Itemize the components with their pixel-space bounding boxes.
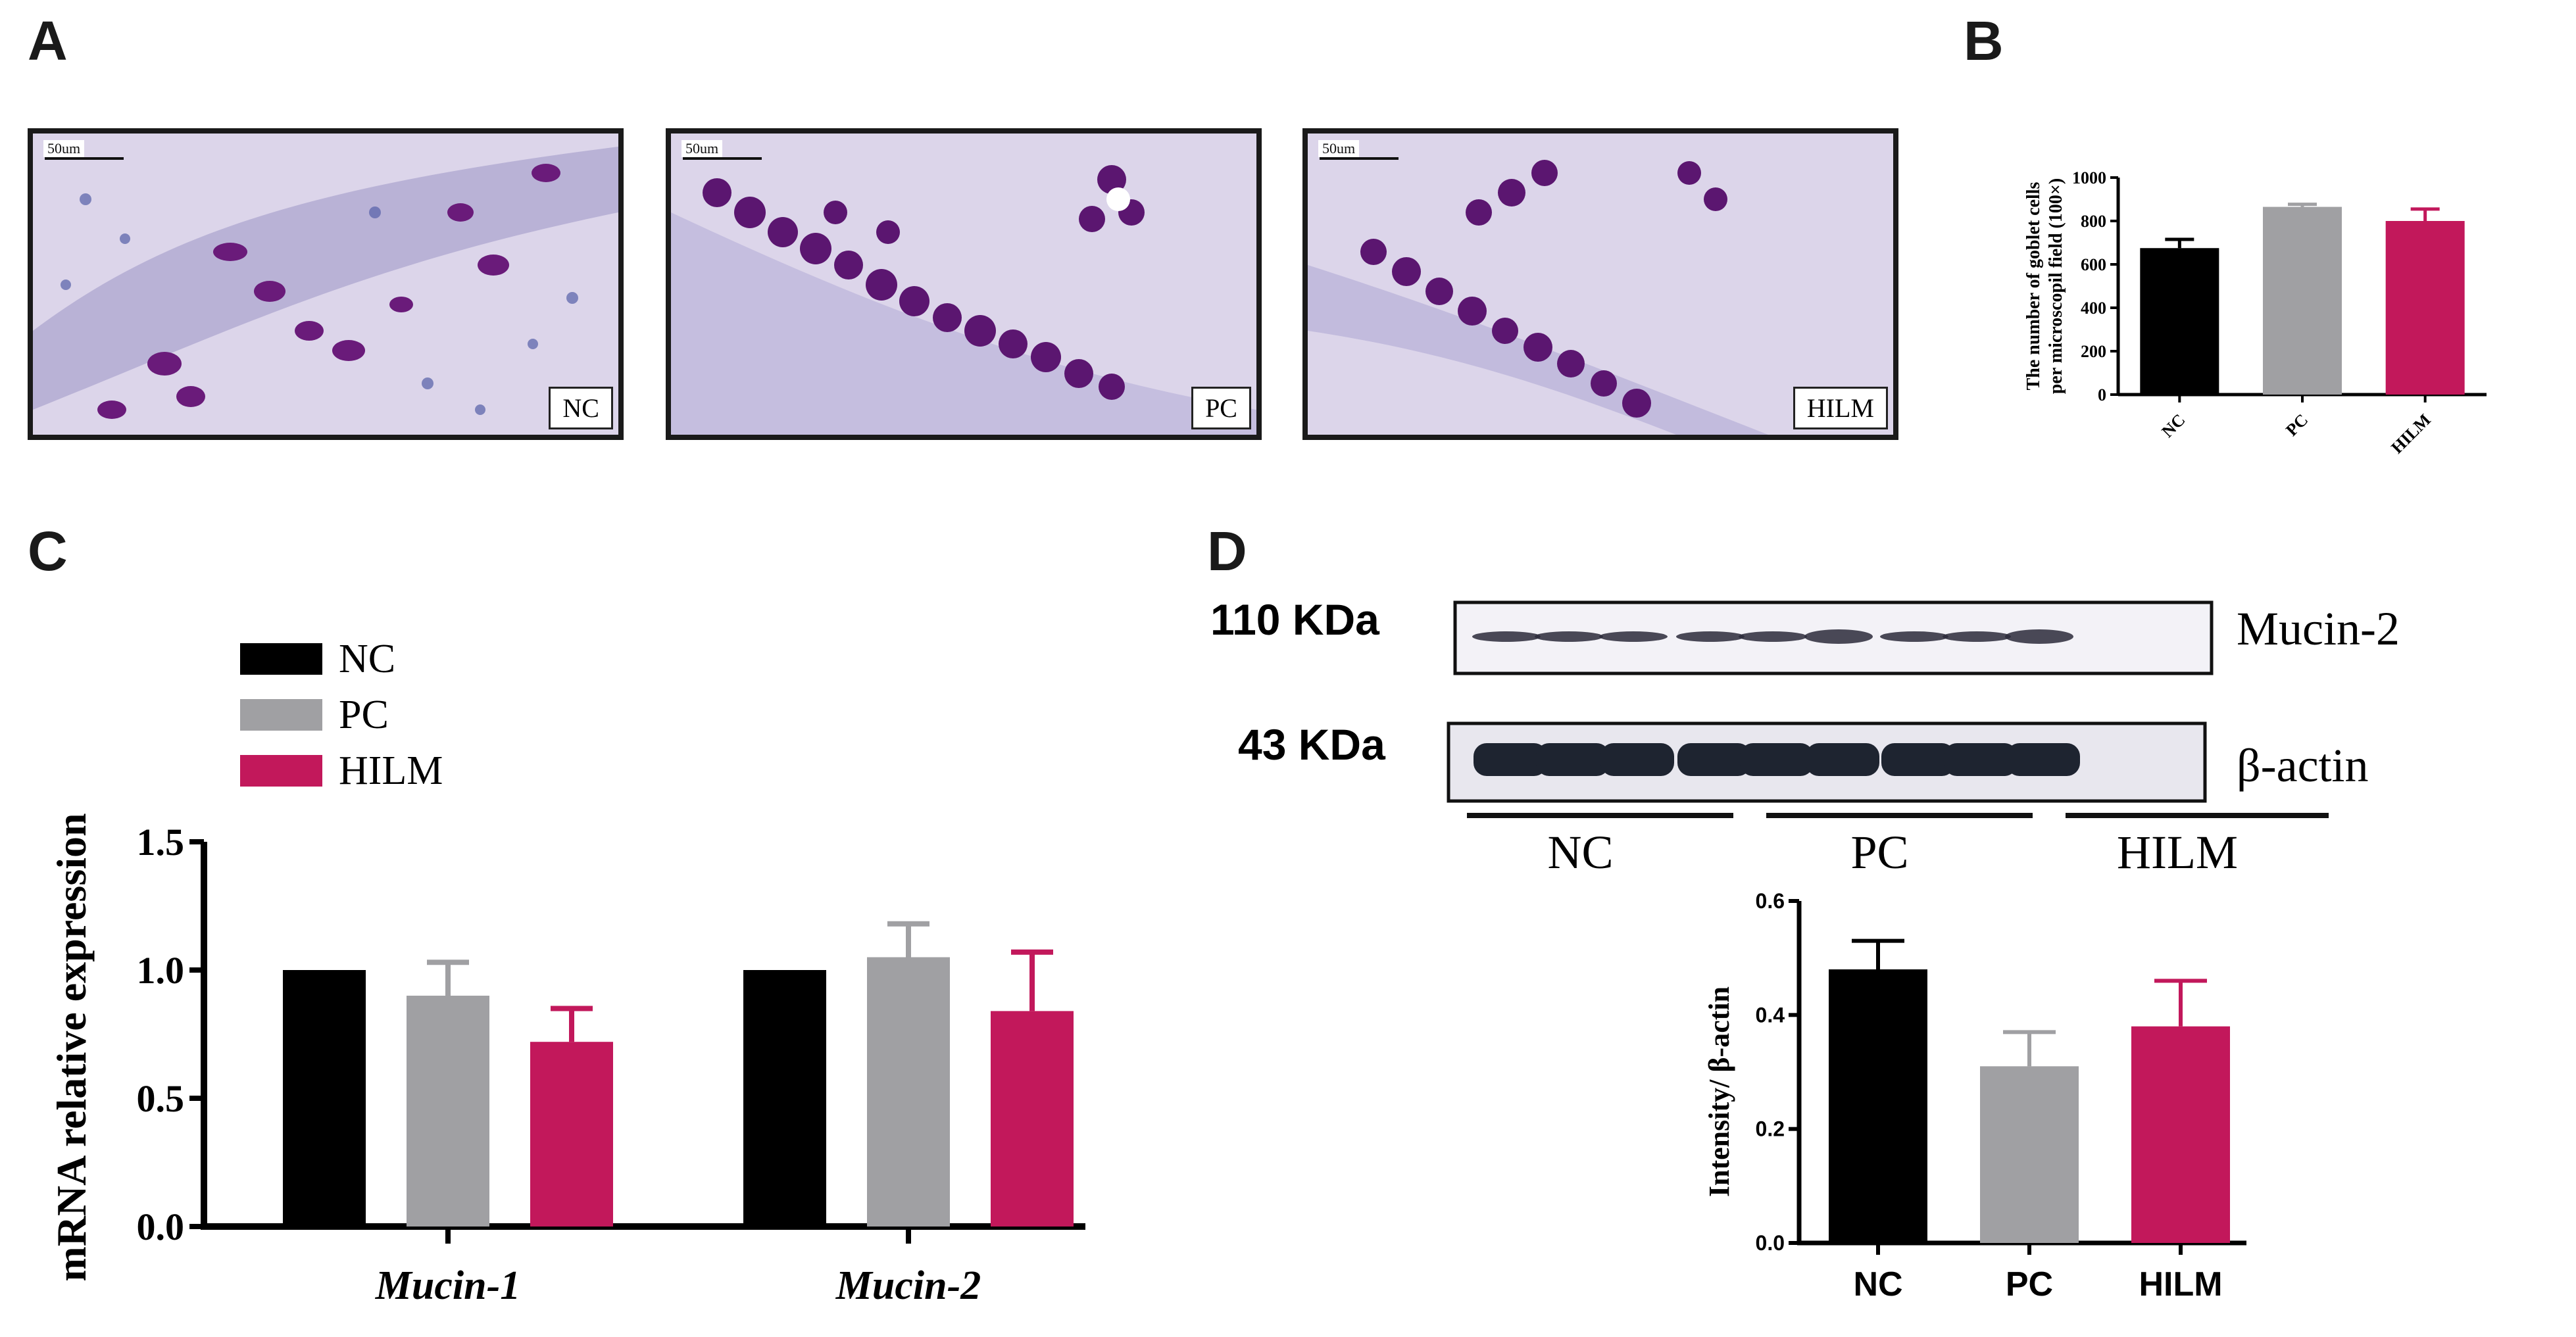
band-mucin2 xyxy=(1472,631,1541,642)
band-beta-actin xyxy=(1740,743,1814,776)
micrograph-tag-hilm: HILM xyxy=(1793,387,1888,429)
bar-nc-mucin-1 xyxy=(283,970,366,1227)
scale-bar xyxy=(683,157,762,160)
blot-group-label-pc: PC xyxy=(1850,826,1908,879)
y-tick-label: 1000 xyxy=(2072,168,2106,187)
bar-nc xyxy=(1829,969,1927,1243)
band-mucin2 xyxy=(1535,631,1603,642)
micrograph-pc: 50um PC xyxy=(666,128,1262,440)
y-tick-label: 400 xyxy=(2081,299,2106,318)
band-beta-actin xyxy=(1677,743,1751,776)
panel-label-c: C xyxy=(28,520,68,582)
blot-group-label-hilm: HILM xyxy=(2117,826,2238,879)
y-axis-label-line1: The number of goblet cells xyxy=(2023,182,2044,390)
band-beta-actin xyxy=(1806,743,1879,776)
y-tick-label: 0.4 xyxy=(1756,1003,1785,1027)
micrograph-tag-nc: NC xyxy=(549,387,613,429)
band-beta-actin xyxy=(1944,743,2018,776)
y-tick-label: 0.0 xyxy=(137,1205,185,1248)
scale-label: 50um xyxy=(43,140,85,157)
bar-pc xyxy=(1980,1066,2079,1243)
band-beta-actin xyxy=(2006,743,2080,776)
scale-label: 50um xyxy=(1318,140,1360,157)
scale-label: 50um xyxy=(681,140,723,157)
band-mucin2 xyxy=(1599,631,1668,642)
x-tick-label: PC xyxy=(2006,1265,2053,1303)
legend-swatch-hilm xyxy=(240,755,322,787)
legend-swatch-pc xyxy=(240,699,322,731)
scale-bar xyxy=(1320,157,1399,160)
x-tick-label: NC xyxy=(2158,410,2189,441)
y-tick-label: 800 xyxy=(2081,212,2106,231)
y-tick-label: 0.0 xyxy=(1756,1231,1785,1255)
y-axis-label: The number of goblet cells per microscopi… xyxy=(2023,178,2066,394)
panel-label-b: B xyxy=(1964,10,2004,72)
y-tick-label: 1.0 xyxy=(137,949,185,992)
tissue-image-pc xyxy=(671,134,1256,435)
bar-hilm xyxy=(2131,1026,2230,1243)
band-mucin2 xyxy=(1943,631,2011,642)
band-mucin2 xyxy=(1880,631,1948,642)
legend-label-hilm: HILM xyxy=(339,748,443,793)
bar-hilm xyxy=(2385,221,2465,395)
band-beta-actin xyxy=(1881,743,1955,776)
panel-label-a: A xyxy=(28,10,68,72)
chart-b: 0 200 400 600 800 1000 NC PC HILM The number of g… xyxy=(2023,168,2487,458)
chart-d: 0.0 0.2 0.4 0.6 NC PC HILM Intensity/ β-actin xyxy=(1703,889,2246,1303)
scale-bar xyxy=(45,157,124,160)
band-mucin2 xyxy=(2005,629,2073,644)
x-tick-label: PC xyxy=(2282,410,2312,440)
blot-protein-label-1: Mucin-2 xyxy=(2237,602,2400,655)
chart-c: 0.0 0.5 1.0 1.5 Mucin-1 Mucin-2 mRNA relative … xyxy=(48,637,1085,1308)
band-beta-actin xyxy=(1474,743,1547,776)
blot-kda-label-2: 43 KDa xyxy=(1238,720,1386,769)
x-tick-label: HILM xyxy=(2139,1265,2222,1303)
y-axis-label: mRNA relative expression xyxy=(48,813,95,1281)
panel-label-d: D xyxy=(1207,520,1247,582)
band-beta-actin xyxy=(1600,743,1674,776)
blot-group-label-nc: NC xyxy=(1547,826,1613,879)
bar-pc-mucin-2 xyxy=(867,957,950,1227)
bar-pc-mucin-1 xyxy=(407,996,489,1227)
y-tick-label: 0.6 xyxy=(1756,889,1785,913)
band-mucin2 xyxy=(1739,631,1807,642)
legend-label-pc: PC xyxy=(339,693,389,737)
y-tick-label: 0 xyxy=(2098,385,2106,404)
y-axis-label-line2: per microscopil field (100×) xyxy=(2046,178,2066,394)
y-tick-label: 0.5 xyxy=(137,1077,185,1120)
legend-swatch-nc xyxy=(240,643,322,675)
bar-hilm-mucin-1 xyxy=(530,1042,613,1227)
y-tick-label: 200 xyxy=(2081,342,2106,361)
micrograph-tag-pc: PC xyxy=(1191,387,1251,429)
legend-label-nc: NC xyxy=(339,637,395,681)
x-tick-label: NC xyxy=(1853,1265,1902,1303)
blot-protein-label-2: β-actin xyxy=(2237,739,2369,792)
micrograph-hilm: 50um HILM xyxy=(1302,128,1898,440)
bar-nc xyxy=(2140,248,2219,395)
bar-hilm-mucin-2 xyxy=(991,1011,1074,1227)
y-tick-label: 1.5 xyxy=(137,821,185,863)
x-tick-label: Mucin-2 xyxy=(835,1263,981,1308)
blot-kda-label-1: 110 KDa xyxy=(1210,595,1380,644)
band-mucin2 xyxy=(1676,631,1745,642)
tissue-image-hilm xyxy=(1308,134,1893,435)
x-tick-label: HILM xyxy=(2387,410,2435,458)
y-axis-label: Intensity/ β-actin xyxy=(1703,986,1735,1197)
micrograph-nc: 50um NC xyxy=(28,128,624,440)
y-tick-label: 600 xyxy=(2081,255,2106,274)
western-blot: 110 KDa Mucin-2 43 KDa β-actin NC PC HILM xyxy=(1210,595,2400,879)
bar-nc-mucin-2 xyxy=(743,970,826,1227)
bar-pc xyxy=(2263,207,2342,395)
band-mucin2 xyxy=(1804,629,1873,644)
y-tick-label: 0.2 xyxy=(1756,1117,1785,1141)
tissue-image-nc xyxy=(33,134,618,435)
x-tick-label: Mucin-1 xyxy=(375,1263,520,1308)
band-beta-actin xyxy=(1536,743,1610,776)
